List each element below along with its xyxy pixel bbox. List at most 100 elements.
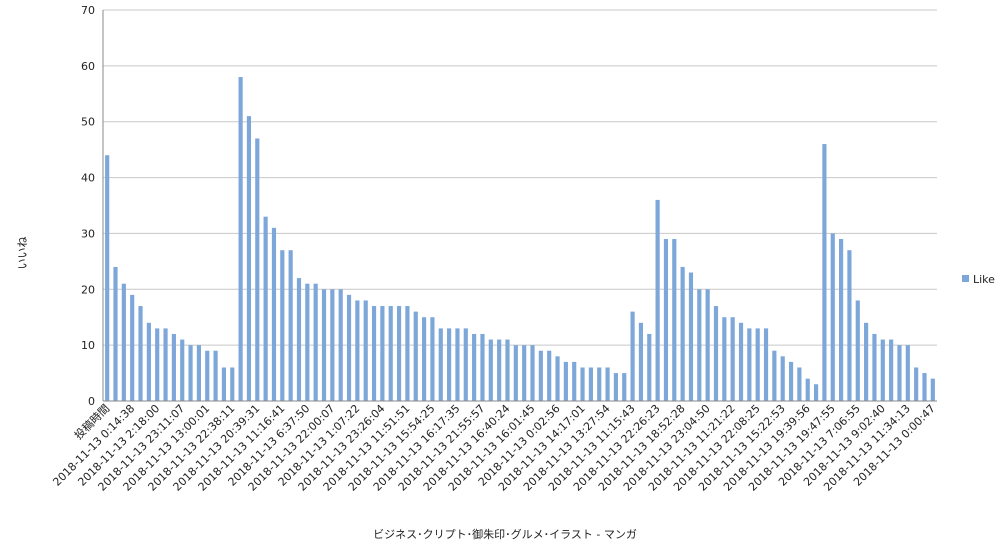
bar	[522, 345, 527, 401]
bar	[713, 306, 719, 401]
bar	[296, 278, 302, 401]
bar	[922, 373, 927, 401]
bar	[447, 328, 452, 401]
bar	[246, 116, 252, 401]
x-axis-title: ビジネス･クリプト･御朱印･グルメ･イラスト - マンガ	[373, 527, 637, 541]
bar	[171, 333, 176, 401]
bar	[780, 356, 785, 401]
bar	[238, 77, 243, 402]
bar	[872, 333, 877, 401]
grid-lines	[103, 9, 937, 346]
bar	[105, 155, 110, 401]
legend: Like	[962, 273, 995, 286]
bar	[722, 317, 727, 401]
bar	[647, 333, 652, 401]
y-tick-label: 50	[81, 116, 95, 129]
bar	[271, 227, 277, 401]
bar	[680, 266, 685, 401]
bar	[338, 289, 343, 401]
bar	[288, 250, 293, 401]
bar	[213, 350, 218, 401]
bar	[588, 367, 593, 401]
bar	[655, 199, 660, 401]
bar	[422, 317, 427, 401]
bar	[355, 300, 360, 401]
bar	[530, 345, 535, 401]
bar	[313, 283, 318, 401]
legend-swatch-like	[962, 275, 969, 282]
bar	[688, 272, 694, 401]
bar	[805, 378, 810, 401]
bar	[555, 356, 560, 401]
bar	[914, 367, 919, 401]
bar	[346, 294, 352, 401]
bar	[405, 306, 410, 401]
bar	[897, 345, 902, 401]
bar	[813, 384, 819, 401]
axes	[102, 10, 937, 402]
y-tick-label: 70	[81, 4, 95, 17]
bar	[597, 367, 602, 401]
bar	[797, 367, 802, 401]
bar	[747, 328, 752, 401]
bar	[605, 367, 610, 401]
bar	[663, 239, 669, 401]
bar	[196, 345, 201, 401]
bar	[155, 328, 160, 401]
bar	[488, 339, 493, 401]
bar	[630, 311, 635, 401]
bar	[472, 333, 477, 401]
bar	[130, 294, 135, 401]
bar	[230, 367, 235, 401]
bar	[138, 306, 143, 401]
legend-label-like: Like	[973, 273, 995, 286]
bar	[305, 283, 310, 401]
bar	[497, 339, 502, 401]
bar	[163, 328, 168, 401]
bar	[430, 317, 435, 401]
bar	[864, 322, 869, 401]
bar	[438, 328, 443, 401]
bar	[413, 311, 418, 401]
bar	[572, 361, 577, 401]
bar	[380, 306, 385, 401]
bar	[772, 350, 777, 401]
y-tick-label: 10	[81, 339, 95, 352]
bar	[388, 306, 393, 401]
bar	[205, 350, 210, 401]
bar	[363, 300, 368, 401]
y-tick-label: 20	[81, 283, 95, 296]
bar	[738, 322, 744, 401]
bar	[463, 328, 468, 401]
bar	[121, 283, 126, 401]
bar	[855, 300, 860, 401]
bar	[480, 333, 485, 401]
bar	[580, 367, 585, 401]
bar	[705, 289, 710, 401]
bar	[905, 345, 910, 401]
bar	[880, 339, 885, 401]
y-axis-title: いいね	[16, 237, 29, 270]
bar	[847, 250, 852, 401]
bar	[513, 345, 518, 401]
bar	[755, 328, 760, 401]
bar	[188, 345, 193, 401]
y-axis-ticks: 0 10 20 30 40 50 60 70	[81, 4, 95, 408]
bar	[839, 239, 844, 401]
bar	[255, 138, 260, 401]
bar	[930, 378, 935, 401]
bar	[613, 373, 618, 401]
bar	[547, 350, 552, 401]
bar	[330, 289, 335, 401]
y-tick-label: 40	[81, 172, 95, 185]
bar	[697, 289, 702, 401]
bar	[822, 144, 827, 402]
bars	[105, 77, 935, 402]
bar	[538, 350, 543, 401]
bar	[146, 322, 151, 401]
bar	[396, 306, 402, 401]
bar	[113, 266, 118, 401]
bar	[730, 317, 735, 401]
